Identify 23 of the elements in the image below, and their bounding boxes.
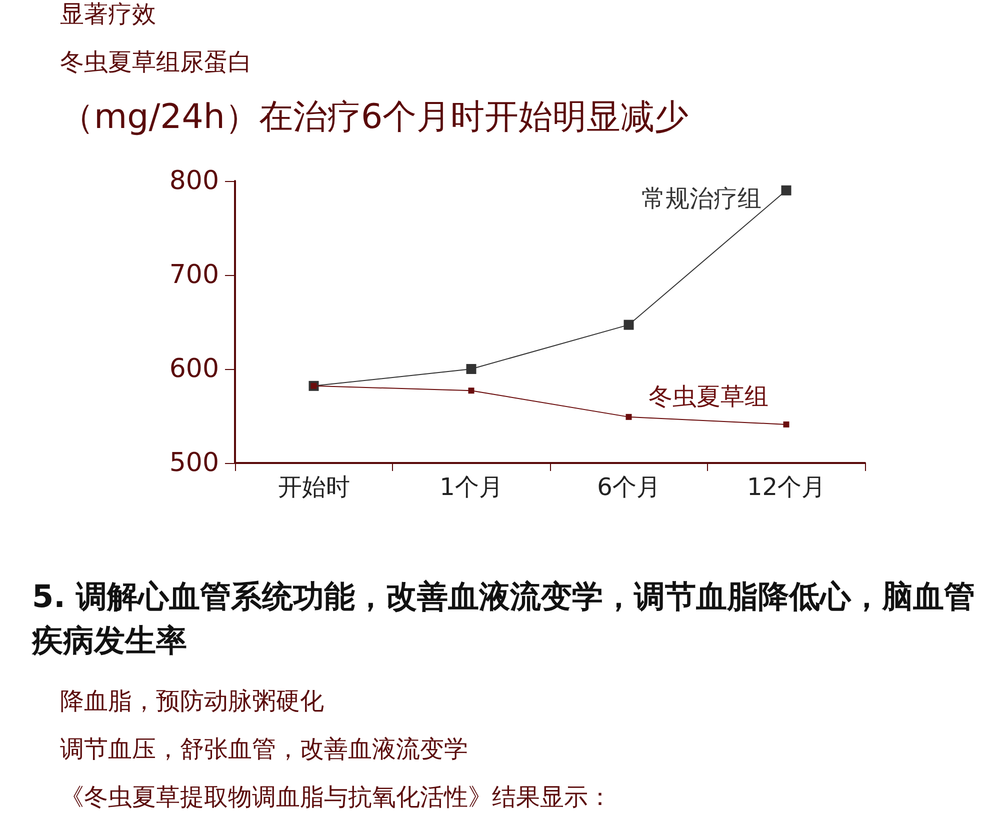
point: [624, 320, 634, 330]
x-tick-label: 开始时: [278, 473, 350, 501]
y-tick-label: 800: [169, 166, 219, 196]
x-tick-label: 6个月: [597, 473, 660, 501]
point: [466, 364, 476, 374]
point: [783, 421, 790, 428]
text: 冬虫夏草组尿蛋白: [60, 47, 252, 78]
text: 显著疗效: [60, 0, 157, 30]
y-tick-label: 700: [169, 260, 219, 290]
y-tick-label: 600: [169, 354, 219, 384]
x-tick-label: 12个月: [746, 473, 826, 501]
y-tick-label: 500: [169, 448, 219, 478]
text: 调节血压，舒张血管，改善血液流变学: [60, 734, 469, 765]
chart-title: （mg/24h）在治疗6个月时开始明显减少: [60, 96, 689, 139]
point: [468, 388, 474, 394]
point: [626, 414, 632, 420]
text: 5. 调解心血管系统功能，改善血液流变学，调节血脂降低心，脑血管疾病发生率: [32, 578, 976, 661]
point: [781, 185, 792, 196]
x-tick-label: 1个月: [440, 473, 503, 501]
text: 《冬虫夏草提取物调血脂与抗氧化活性》结果显示：: [60, 782, 613, 813]
series-label: 冬虫夏草组: [648, 382, 768, 410]
text: 降血脂，预防动脉粥硬化: [60, 686, 325, 717]
series-label: 常规治疗组: [641, 184, 762, 212]
